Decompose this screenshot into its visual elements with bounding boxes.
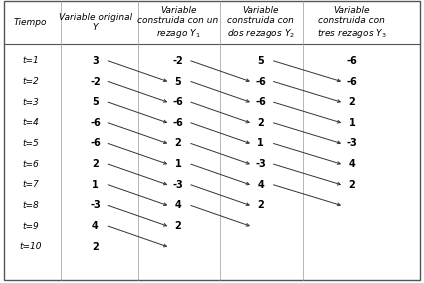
Text: t=10: t=10 (19, 242, 42, 251)
Text: -6: -6 (173, 97, 184, 107)
Text: -3: -3 (173, 180, 184, 190)
Text: 2: 2 (175, 221, 181, 231)
Text: -2: -2 (173, 56, 184, 66)
Text: Variable
construida con un
rezago $Y_1$: Variable construida con un rezago $Y_1$ (137, 6, 219, 40)
Text: 1: 1 (257, 138, 264, 149)
Text: 2: 2 (92, 159, 99, 169)
Text: -6: -6 (255, 97, 266, 107)
Text: -3: -3 (90, 200, 101, 211)
Text: t=8: t=8 (22, 201, 39, 210)
Text: t=7: t=7 (22, 180, 39, 189)
Text: 4: 4 (175, 200, 181, 211)
Text: 1: 1 (349, 118, 355, 128)
Text: 5: 5 (92, 97, 99, 107)
Text: -2: -2 (90, 76, 101, 87)
Text: 2: 2 (257, 118, 264, 128)
Text: -6: -6 (90, 118, 101, 128)
Text: t=2: t=2 (22, 77, 39, 86)
Text: 2: 2 (349, 180, 355, 190)
Text: -3: -3 (255, 159, 266, 169)
Text: 1: 1 (175, 159, 181, 169)
Text: 5: 5 (175, 76, 181, 87)
Text: 2: 2 (175, 138, 181, 149)
Text: 2: 2 (257, 200, 264, 211)
Text: -3: -3 (346, 138, 357, 149)
Text: 4: 4 (257, 180, 264, 190)
Text: t=4: t=4 (22, 118, 39, 127)
Text: Variable
construida con
dos rezagos $Y_2$: Variable construida con dos rezagos $Y_2… (227, 6, 295, 40)
Text: 5: 5 (257, 56, 264, 66)
Text: 2: 2 (349, 97, 355, 107)
Text: Tiempo: Tiempo (14, 18, 47, 27)
Text: 4: 4 (92, 221, 99, 231)
FancyBboxPatch shape (4, 1, 420, 280)
Text: t=1: t=1 (22, 56, 39, 65)
Text: t=5: t=5 (22, 139, 39, 148)
Text: -6: -6 (346, 56, 357, 66)
Text: Variable
construida con
tres rezagos $Y_3$: Variable construida con tres rezagos $Y_… (317, 6, 387, 40)
Text: 2: 2 (92, 242, 99, 252)
Text: 4: 4 (349, 159, 355, 169)
Text: 3: 3 (92, 56, 99, 66)
Text: Variable original
Y: Variable original Y (59, 13, 132, 32)
Text: t=6: t=6 (22, 160, 39, 169)
Text: 1: 1 (92, 180, 99, 190)
Text: t=3: t=3 (22, 98, 39, 107)
Text: -6: -6 (90, 138, 101, 149)
Text: t=9: t=9 (22, 222, 39, 231)
Text: -6: -6 (255, 76, 266, 87)
Text: -6: -6 (173, 118, 184, 128)
Text: -6: -6 (346, 76, 357, 87)
